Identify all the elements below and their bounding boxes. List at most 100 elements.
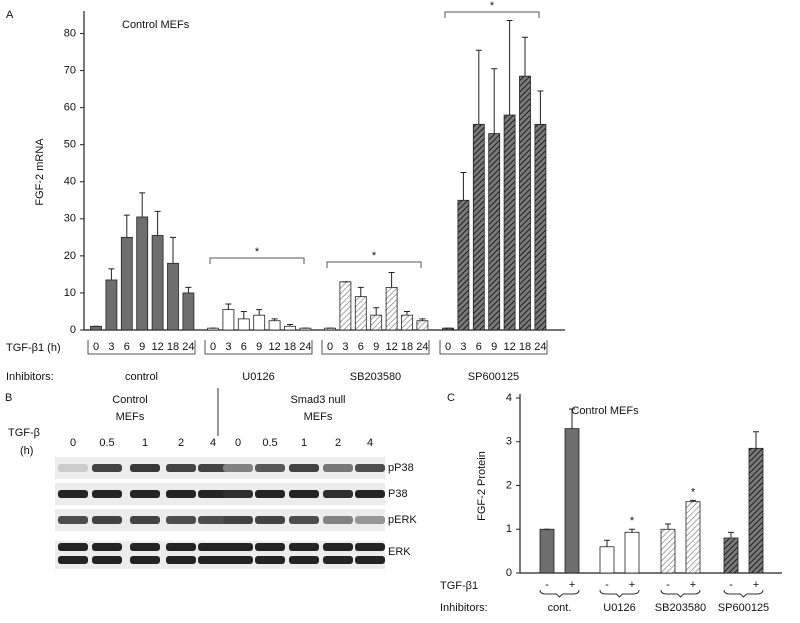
group-bracket	[87, 340, 196, 355]
panel-letter: A	[6, 9, 14, 21]
error-bar	[537, 90, 544, 125]
error-bar	[139, 192, 146, 217]
x-tick-label: 9	[491, 341, 497, 353]
x-tick-label: +	[690, 579, 696, 591]
x-tick-label: 0	[210, 341, 216, 353]
error-bar	[604, 539, 610, 547]
error-bar	[569, 408, 575, 429]
blot-band	[58, 490, 88, 498]
blot-band	[130, 516, 160, 524]
blot-band	[130, 556, 160, 564]
x-tick-label: 9	[256, 341, 262, 353]
error-bar	[475, 49, 482, 125]
x-tick-label: 24	[534, 341, 546, 353]
blot-row-label: pP38	[388, 462, 414, 474]
x-tick-label: 3	[342, 341, 348, 353]
x-tick-label: 9	[373, 341, 379, 353]
error-bar	[690, 499, 696, 502]
x-tick-label: -	[545, 579, 549, 591]
bar	[105, 279, 118, 331]
x-tick-label: 6	[124, 341, 130, 353]
group-label: Inhibitors:	[6, 371, 54, 383]
y-tick-label: 10	[64, 287, 76, 299]
blot-band	[255, 516, 285, 524]
x-tick-label: +	[629, 579, 635, 591]
error-bar	[506, 20, 513, 116]
error-bar	[185, 286, 192, 293]
blot-band	[166, 556, 196, 564]
x-tick-label: 12	[503, 341, 515, 353]
lane-label: 1	[142, 437, 148, 449]
x-tick-label: 0	[93, 341, 99, 353]
blot-band	[58, 464, 88, 472]
condition-label: TGF-β	[8, 427, 40, 439]
blot-band	[255, 490, 285, 498]
y-tick-label: 1	[506, 523, 512, 535]
bar	[182, 292, 195, 331]
blot-band	[223, 516, 253, 524]
lane-label: 0.5	[262, 437, 277, 449]
x-tick-label: 24	[182, 341, 194, 353]
error-bar	[154, 210, 161, 236]
lane-label: 2	[335, 437, 341, 449]
y-tick-label: 70	[64, 64, 76, 76]
bar	[519, 75, 531, 331]
x-tick-label: 12	[151, 341, 163, 353]
group-bracket	[204, 340, 313, 355]
error-bar	[170, 236, 176, 264]
blot-band	[355, 490, 385, 498]
bar	[472, 123, 485, 331]
x-tick-label: 18	[401, 341, 413, 353]
blot-band	[166, 464, 196, 472]
blot-group-name: Smad3 null	[290, 394, 345, 406]
x-axis-label: TGF-β1	[440, 580, 478, 592]
bar	[385, 286, 398, 331]
error-bar	[404, 310, 410, 316]
error-bar	[287, 323, 293, 327]
chart-title: Control MEFs	[571, 405, 639, 417]
group-name: SB203580	[350, 371, 401, 383]
error-bar	[491, 68, 498, 134]
blot-band	[198, 490, 228, 498]
bar	[748, 447, 764, 574]
bar	[401, 314, 413, 331]
blot-group-name: MEFs	[304, 411, 333, 423]
lane-label: 1	[301, 437, 307, 449]
bar	[457, 199, 470, 331]
y-tick-label: 3	[506, 436, 512, 448]
group-name: SP600125	[718, 602, 769, 614]
significance-marker: *	[490, 0, 495, 12]
y-tick-label: 60	[64, 102, 76, 114]
blot-band	[92, 556, 122, 564]
significance-bracket	[209, 257, 305, 264]
blot-band	[355, 464, 385, 472]
group-label: Inhibitors:	[440, 602, 488, 614]
blot-band	[355, 543, 385, 551]
group-name: U0126	[242, 371, 274, 383]
blot-band	[223, 464, 253, 472]
bar	[685, 501, 701, 574]
bar	[599, 546, 615, 574]
blot-band	[255, 556, 285, 564]
x-tick-label: 0	[327, 341, 333, 353]
x-tick-label: 18	[284, 341, 296, 353]
error-bar	[373, 307, 380, 316]
bar	[539, 528, 555, 574]
error-bar	[225, 303, 232, 310]
y-tick-label: 20	[64, 250, 76, 262]
blot-group-name: MEFs	[116, 411, 145, 423]
bar	[624, 531, 640, 574]
bar	[268, 320, 281, 331]
lane-label: 2	[178, 437, 184, 449]
bar	[534, 123, 547, 331]
blot-band	[355, 516, 385, 524]
bar	[660, 528, 676, 574]
bar	[339, 281, 352, 331]
bar	[488, 133, 501, 331]
bar	[151, 235, 164, 331]
blot-band	[130, 490, 160, 498]
blot-band	[289, 556, 319, 564]
panel-letter: C	[447, 392, 455, 404]
blot-row-label: pERK	[388, 514, 417, 526]
blot-band	[166, 516, 196, 524]
